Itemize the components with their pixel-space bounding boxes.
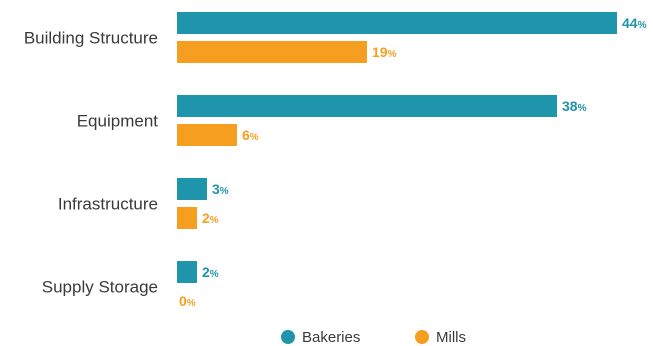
category-label-supply-storage: Supply Storage — [42, 278, 158, 297]
value-label-mills-supply-storage: 0% — [179, 293, 196, 309]
value-label-mills-infrastructure: 2% — [202, 210, 219, 226]
bar-mills-equipment — [177, 124, 237, 146]
legend-label-bakeries: Bakeries — [302, 329, 360, 346]
category-label-infrastructure: Infrastructure — [58, 195, 158, 214]
value-label-bakeries-building-structure: 44% — [622, 15, 647, 31]
bars — [177, 12, 617, 283]
value-labels: 44% 19% 38% 6% 3% 2% 2% 0% — [179, 15, 647, 309]
bar-mills-building-structure — [177, 41, 367, 63]
legend-label-mills: Mills — [436, 329, 466, 346]
category-label-equipment: Equipment — [77, 112, 159, 131]
legend-marker-mills — [415, 330, 429, 344]
bar-mills-infrastructure — [177, 207, 197, 229]
value-label-mills-building-structure: 19% — [372, 44, 397, 60]
bar-bakeries-supply-storage — [177, 261, 197, 283]
legend: Bakeries Mills — [281, 329, 466, 346]
bar-bakeries-infrastructure — [177, 178, 207, 200]
category-label-building-structure: Building Structure — [24, 29, 158, 48]
value-label-bakeries-supply-storage: 2% — [202, 264, 219, 280]
category-labels: Building Structure Equipment Infrastructur… — [24, 29, 158, 297]
legend-marker-bakeries — [281, 330, 295, 344]
value-label-mills-equipment: 6% — [242, 127, 259, 143]
bar-bakeries-building-structure — [177, 12, 617, 34]
value-label-bakeries-equipment: 38% — [562, 98, 587, 114]
value-label-bakeries-infrastructure: 3% — [212, 181, 229, 197]
bar-bakeries-equipment — [177, 95, 557, 117]
